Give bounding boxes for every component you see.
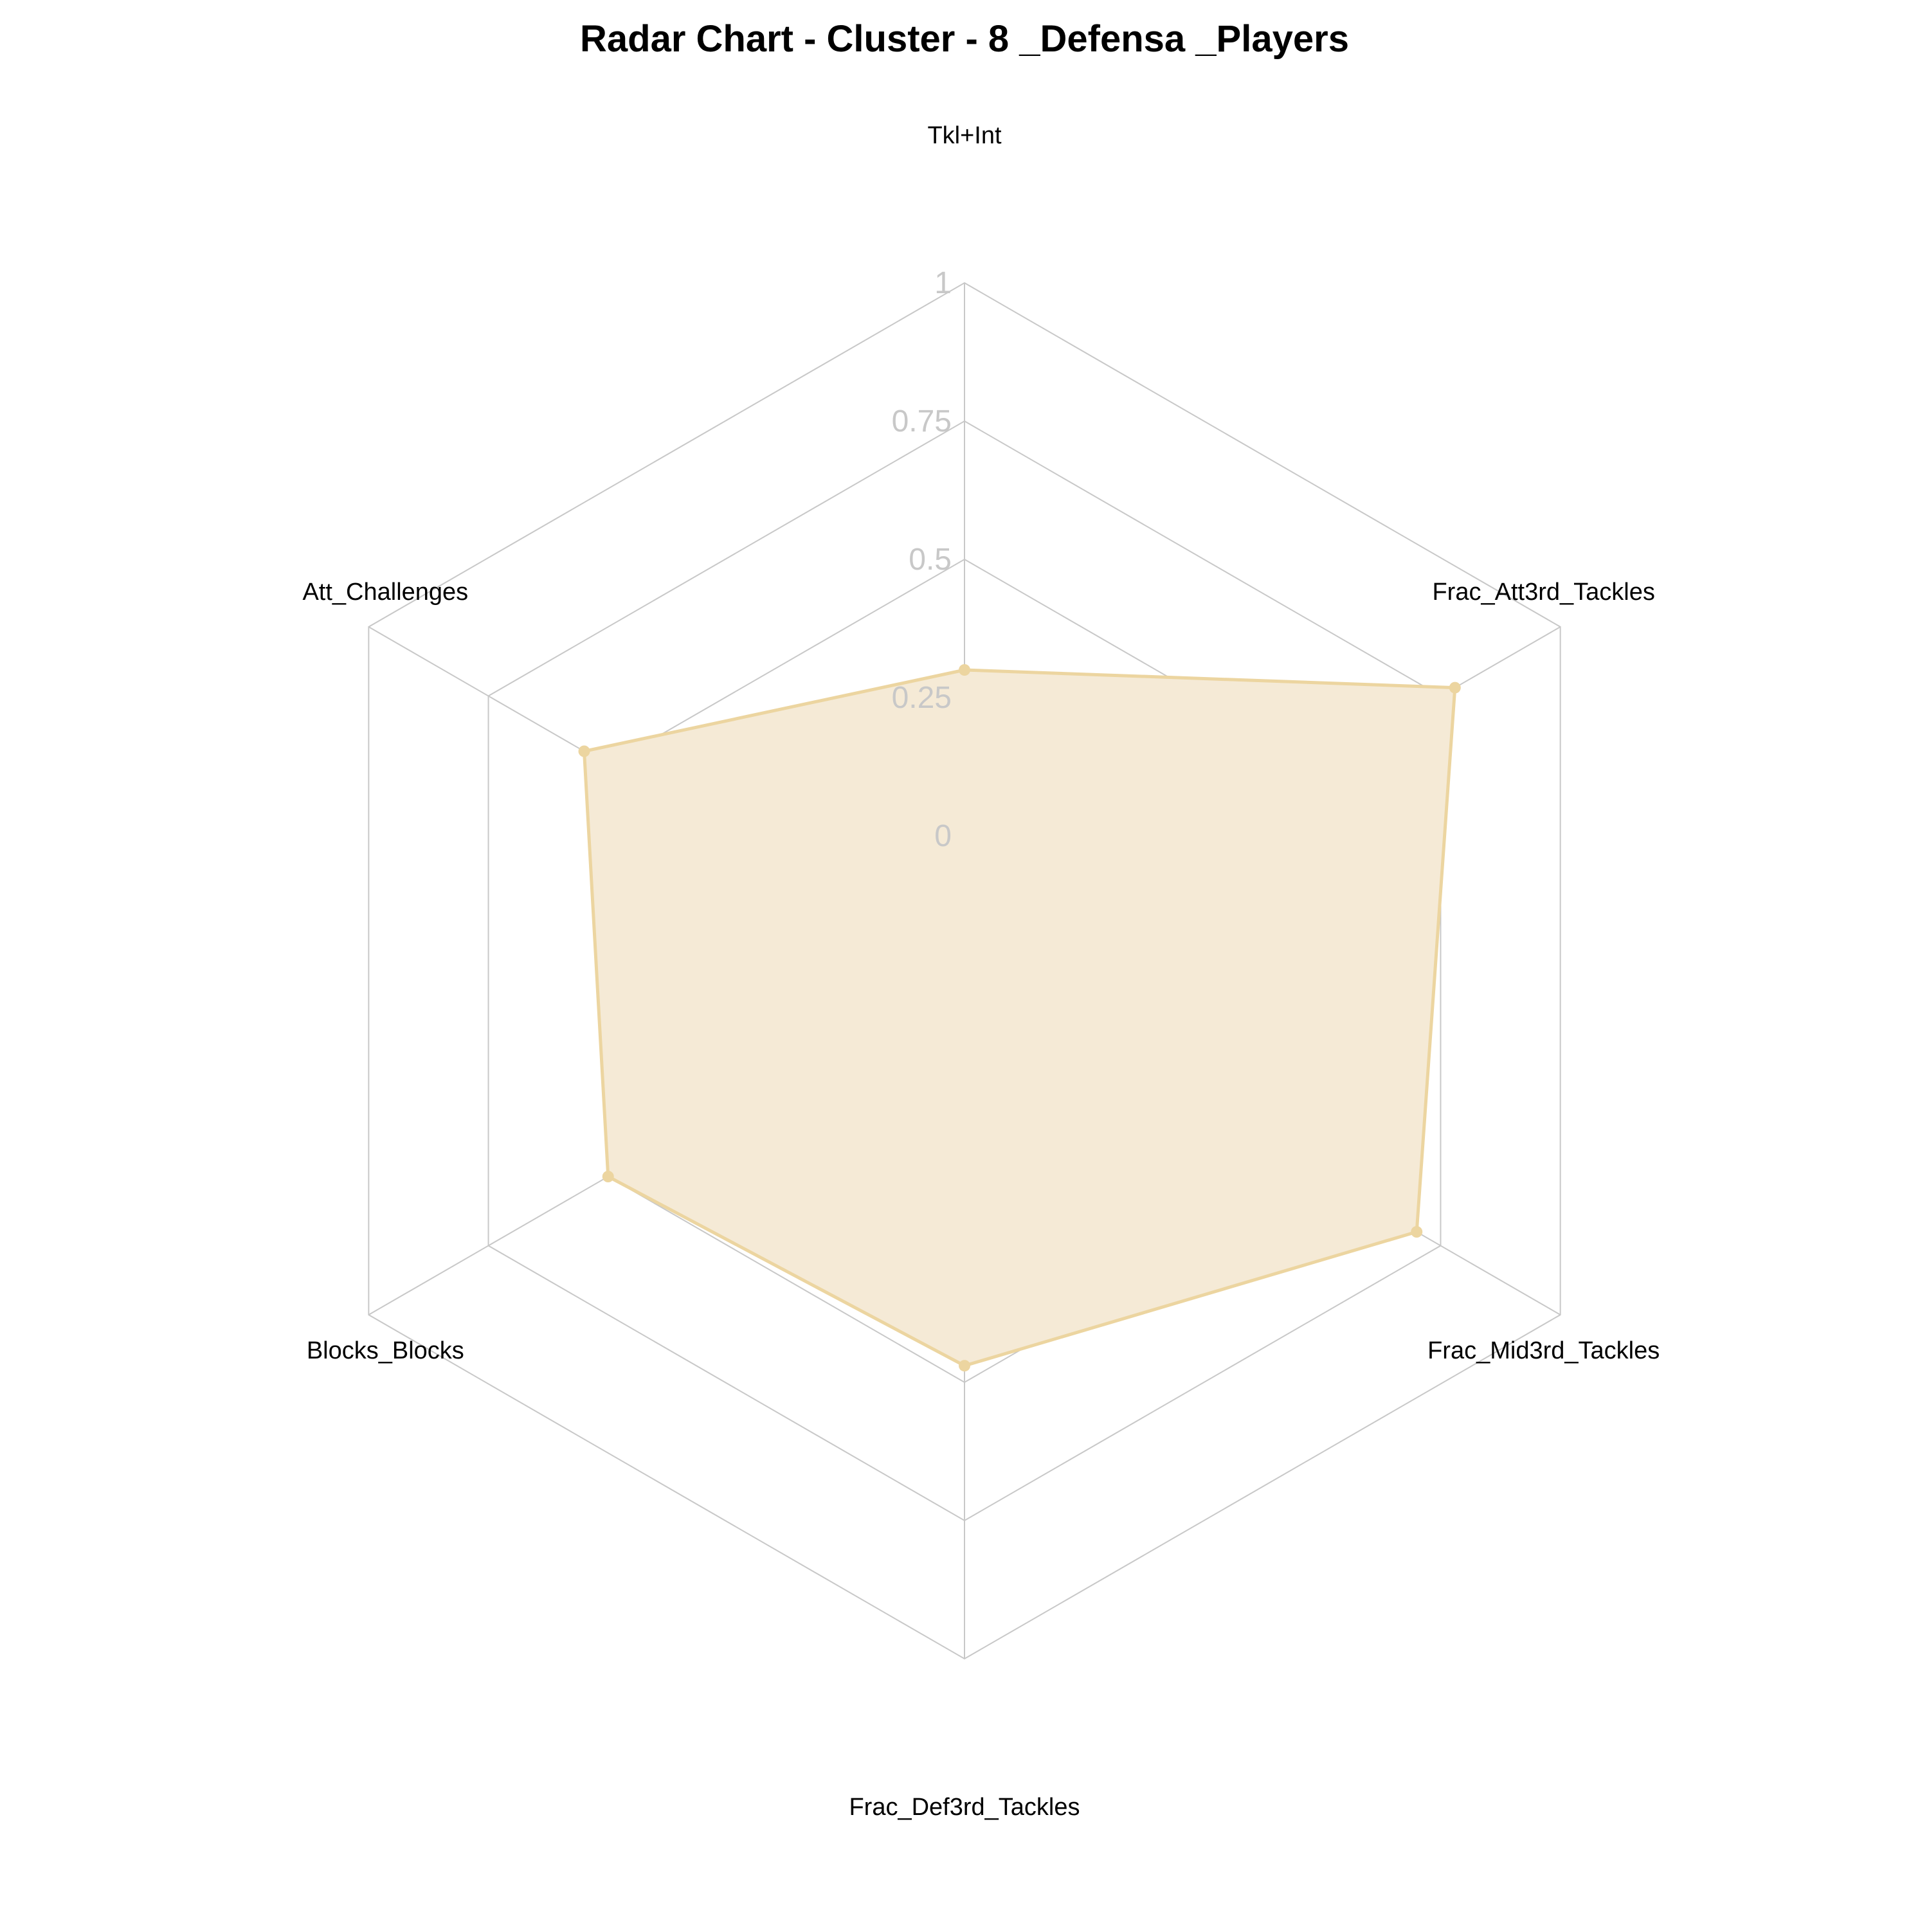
data-point-4 — [602, 1171, 614, 1182]
tick-label-3: 0.75 — [892, 404, 952, 438]
data-point-1 — [1449, 682, 1461, 694]
axis-label-5: Att_Challenges — [302, 579, 468, 606]
axis-label-3: Frac_Def3rd_Tackles — [849, 1794, 1080, 1821]
axis-label-0: Tkl+Int — [927, 122, 1002, 149]
tick-label-1: 0.25 — [892, 681, 952, 715]
chart-title: Radar Chart - Cluster - 8 _Defensa _Play… — [580, 18, 1349, 60]
tick-label-0: 0 — [934, 819, 952, 853]
radar-tick-labels: 0 0.25 0.5 0.75 1 — [892, 266, 952, 853]
data-point-3 — [959, 1360, 970, 1372]
tick-label-4: 1 — [934, 266, 952, 300]
axis-label-4: Blocks_Blocks — [307, 1337, 464, 1364]
tick-label-2: 0.5 — [909, 543, 952, 577]
data-point-5 — [578, 745, 590, 757]
radar-data-layer — [578, 664, 1461, 1372]
series-area-0 — [583, 668, 1457, 1368]
radar-axis-labels: Tkl+Int Frac_Att3rd_Tackles Frac_Mid3rd_Ta… — [302, 122, 1660, 1821]
axis-label-1: Frac_Att3rd_Tackles — [1432, 579, 1654, 606]
axis-label-2: Frac_Mid3rd_Tackles — [1427, 1337, 1660, 1364]
data-point-0 — [959, 664, 970, 676]
data-point-2 — [1411, 1226, 1423, 1238]
